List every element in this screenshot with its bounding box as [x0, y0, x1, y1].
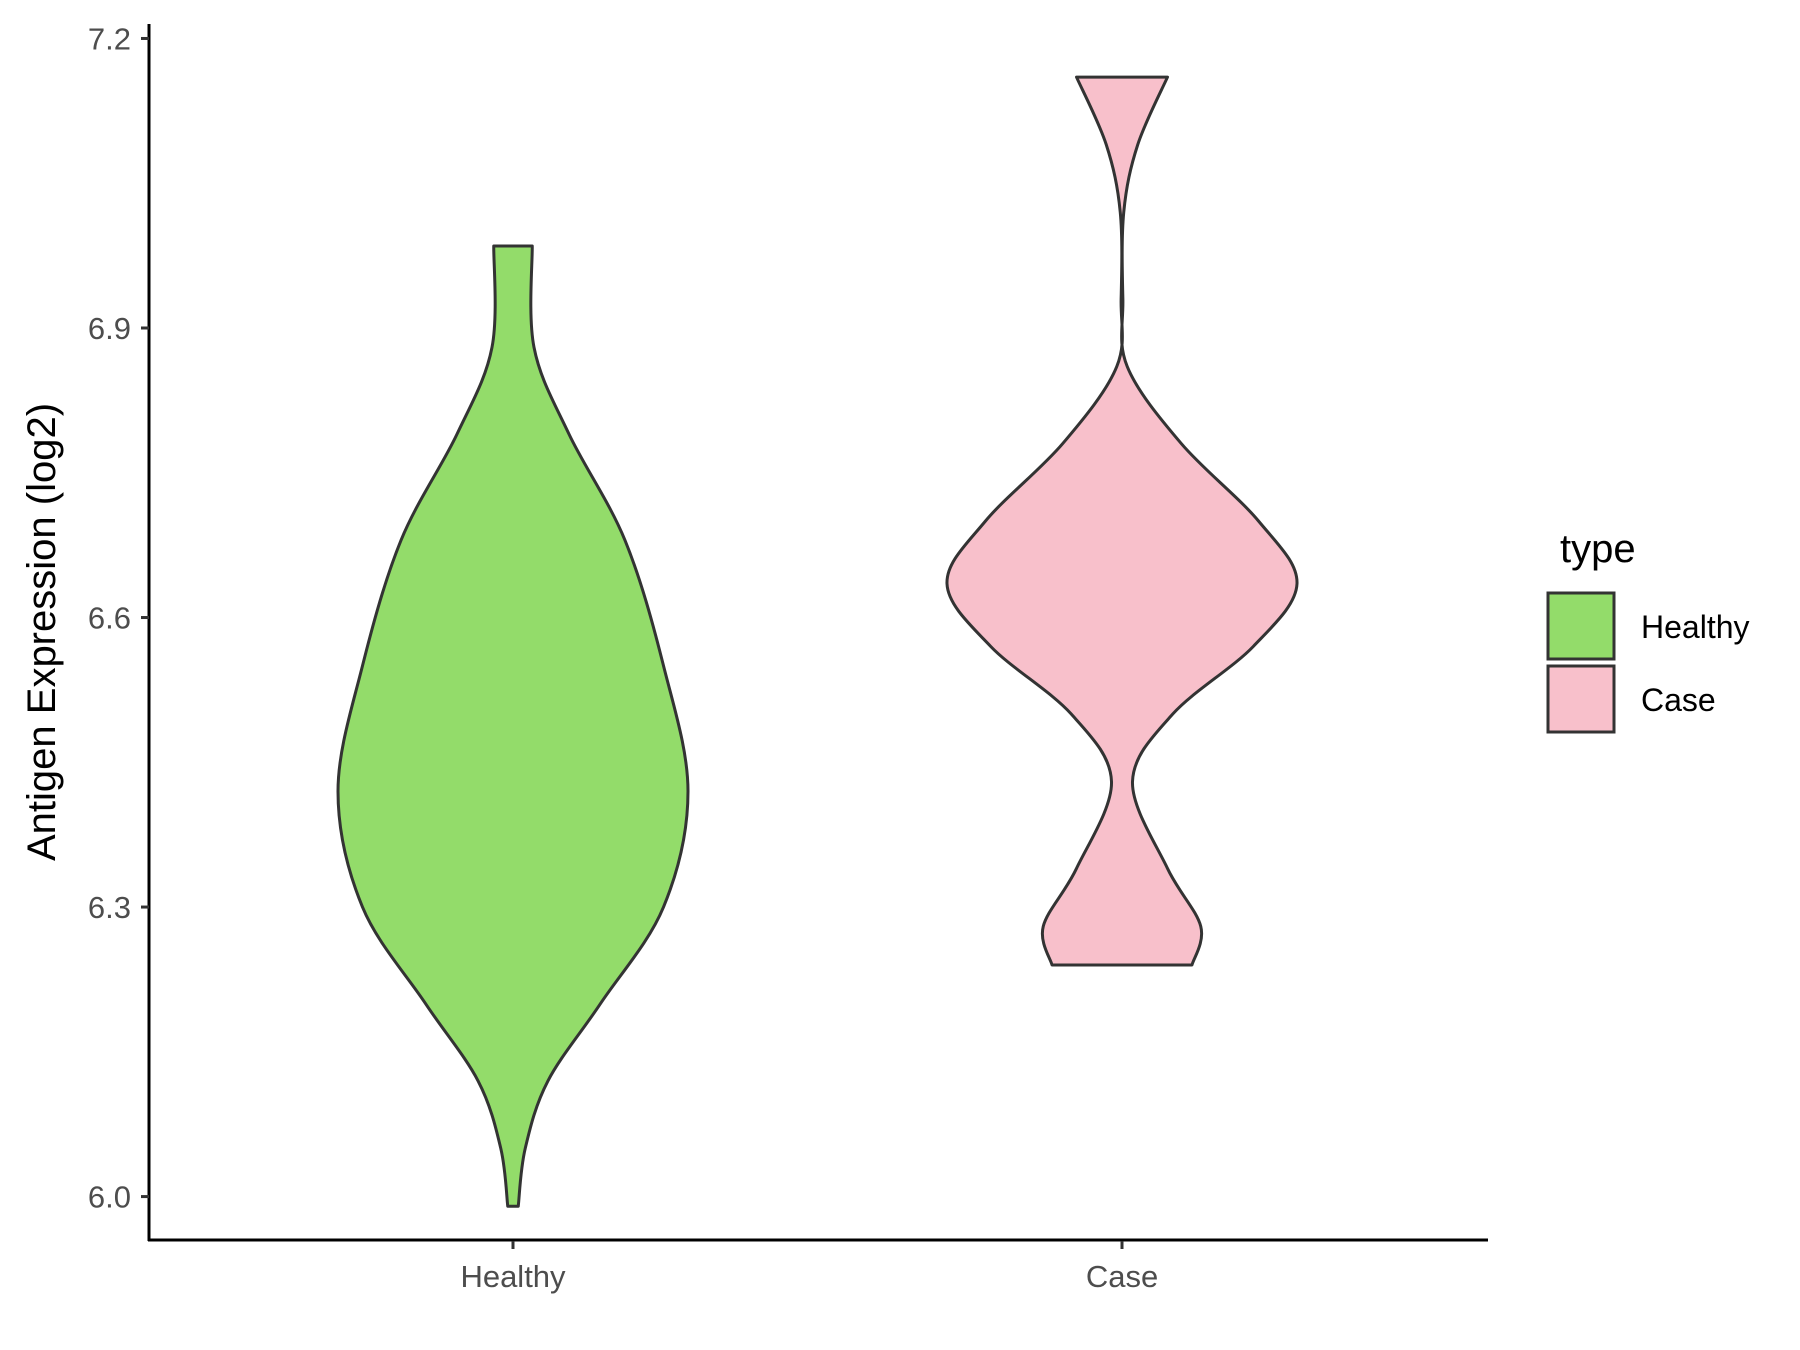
axes — [147, 24, 1488, 1242]
legend-title: type — [1560, 527, 1636, 571]
violin-case — [945, 75, 1299, 967]
x-tick-label: Healthy — [460, 1259, 566, 1294]
legend: type Healthy Case — [1546, 527, 1750, 734]
y-axis-title: Antigen Expression (log2) — [20, 403, 64, 861]
y-tick-label: 6.0 — [88, 1180, 131, 1215]
legend-swatch-healthy — [1546, 591, 1616, 661]
y-tick-label: 7.2 — [88, 21, 131, 56]
legend-swatch-case — [1546, 664, 1616, 734]
x-ticks: Healthy Case — [460, 1241, 1158, 1294]
legend-label: Case — [1641, 682, 1716, 718]
y-tick-label: 6.6 — [88, 601, 131, 636]
violin-healthy — [336, 244, 690, 1208]
violin-layer — [336, 75, 1299, 1208]
y-tick-label: 6.9 — [88, 311, 131, 346]
legend-label: Healthy — [1641, 609, 1750, 645]
y-ticks: 6.0 6.3 6.6 6.9 7.2 — [88, 21, 149, 1215]
x-tick-label: Case — [1086, 1259, 1158, 1294]
y-tick-label: 6.3 — [88, 890, 131, 925]
